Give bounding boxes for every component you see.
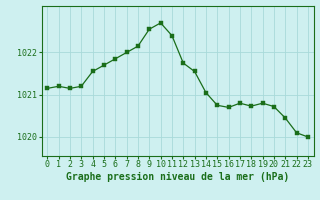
X-axis label: Graphe pression niveau de la mer (hPa): Graphe pression niveau de la mer (hPa)	[66, 172, 289, 182]
